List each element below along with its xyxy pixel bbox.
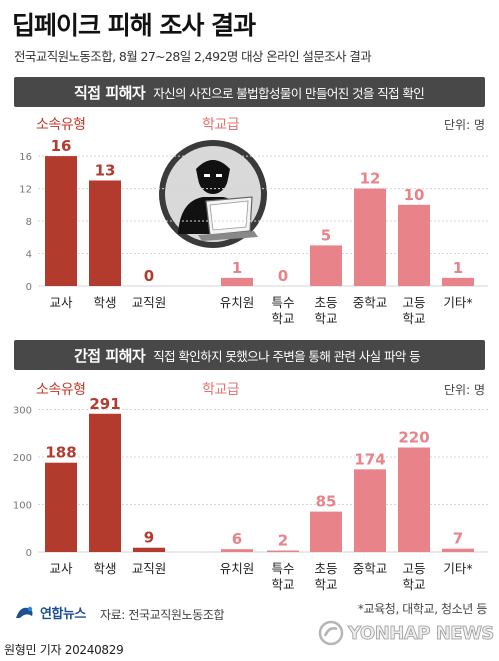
data-label: 6 <box>232 530 242 548</box>
watermark-icon <box>318 620 344 646</box>
data-label: 5 <box>321 226 331 244</box>
data-label: 10 <box>404 186 425 204</box>
category-label: 고등 학교 <box>402 295 425 326</box>
yonhap-logo-icon <box>16 606 33 618</box>
category-label: 유치원 <box>220 561 255 576</box>
page-subtitle: 전국교직원노동조합, 8월 27~28일 2,492명 대상 온라인 설문조사 … <box>14 49 372 64</box>
y-tick-label: 16 <box>19 152 32 163</box>
data-label: 1 <box>232 259 242 277</box>
bar <box>221 549 253 552</box>
data-label: 0 <box>278 267 288 285</box>
bar <box>133 547 165 552</box>
data-label: 0 <box>144 267 154 285</box>
bar <box>267 550 299 552</box>
category-label: 특수 학교 <box>271 295 294 326</box>
category-label: 교직원 <box>132 295 167 310</box>
category-label: 초등 학교 <box>314 295 337 326</box>
footnote: *교육청, 대학교, 청소년 등 <box>357 602 487 616</box>
category-label: 교직원 <box>132 561 167 576</box>
bar <box>354 188 386 286</box>
bar <box>89 413 121 552</box>
data-label: 1 <box>453 259 463 277</box>
bar <box>398 447 430 552</box>
section-title: 간접 피해자 <box>74 346 146 365</box>
group-label-affiliation: 소속유형 <box>36 117 86 133</box>
bar <box>354 469 386 552</box>
bar <box>89 180 121 286</box>
bar <box>398 204 430 286</box>
y-tick-label: 200 <box>13 453 32 464</box>
data-label: 9 <box>144 529 154 547</box>
yonhap-logo: 연합뉴스 <box>14 603 86 622</box>
category-label: 교사 <box>49 295 73 310</box>
bar <box>221 277 253 286</box>
data-label: 85 <box>316 493 337 511</box>
bar <box>45 156 77 286</box>
y-tick-label: 8 <box>26 217 32 228</box>
bar <box>442 277 474 286</box>
data-label: 2 <box>278 532 288 550</box>
category-label: 학생 <box>93 295 116 310</box>
data-label: 174 <box>354 450 385 468</box>
unit-label: 단위: 명 <box>444 383 485 397</box>
category-label: 유치원 <box>220 295 255 310</box>
bar <box>45 462 77 552</box>
category-label: 초등 학교 <box>314 561 337 592</box>
unit-label: 단위: 명 <box>444 118 485 132</box>
category-label: 교사 <box>49 561 73 576</box>
category-label: 고등 학교 <box>402 561 425 592</box>
y-tick-label: 300 <box>13 406 32 417</box>
category-label: 특수 학교 <box>271 561 294 592</box>
logo-text: 연합뉴스 <box>40 607 86 622</box>
bar <box>310 511 342 552</box>
category-label: 중학교 <box>353 561 388 576</box>
data-label: 7 <box>453 530 463 548</box>
bar <box>310 245 342 286</box>
reporter-credit: 원형민 기자 20240829 <box>4 643 124 657</box>
section-title: 직접 피해자 <box>74 83 146 102</box>
bar-chart-direct: 0 4 8 12 16 16 교사 13 학생 0 교직원 1 유치원 0 특수 학교 5 초등 학교 12 중학교 10… <box>19 137 488 326</box>
group-label-affiliation: 소속유형 <box>36 382 86 398</box>
group-label-school-level: 학교급 <box>202 117 240 133</box>
y-tick-label: 12 <box>19 185 32 196</box>
section-header-direct: 직접 피해자 자신의 사진으로 불법합성물이 만들어진 것을 직접 확인 <box>14 77 485 107</box>
watermark: YONHAP NEWS <box>318 620 495 646</box>
source-note: 자료: 전국교직원노동조합 <box>100 608 225 622</box>
section-header-indirect: 간접 피해자 직접 확인하지 못했으나 주변을 통해 관련 사실 파악 등 <box>14 340 485 370</box>
bar <box>442 548 474 552</box>
data-label: 13 <box>95 161 116 179</box>
y-tick-label: 4 <box>26 250 32 261</box>
y-tick-label: 0 <box>26 282 32 293</box>
data-label: 220 <box>398 429 429 447</box>
category-label: 기타* <box>443 561 472 576</box>
category-label: 중학교 <box>353 295 388 310</box>
category-label: 학생 <box>93 561 116 576</box>
y-tick-label: 100 <box>13 501 32 512</box>
data-label: 12 <box>360 170 381 188</box>
data-label: 291 <box>89 395 120 413</box>
section-description: 직접 확인하지 못했으나 주변을 통해 관련 사실 파악 등 <box>153 348 421 364</box>
y-tick-label: 0 <box>26 548 32 559</box>
bar-chart-indirect: 0 100 200 300 188 교사 291 학생 9 교직원 6 유치원 2 특수 학교 85 초등 학교 1… <box>13 395 488 592</box>
group-label-school-level: 학교급 <box>202 382 240 398</box>
page-title: 딥페이크 피해 조사 결과 <box>12 11 256 40</box>
category-label: 기타* <box>443 295 472 310</box>
section-description: 자신의 사진으로 불법합성물이 만들어진 것을 직접 확인 <box>153 85 425 101</box>
data-label: 188 <box>45 444 76 462</box>
data-label: 16 <box>51 137 72 155</box>
watermark-text: YONHAP NEWS <box>348 622 495 644</box>
